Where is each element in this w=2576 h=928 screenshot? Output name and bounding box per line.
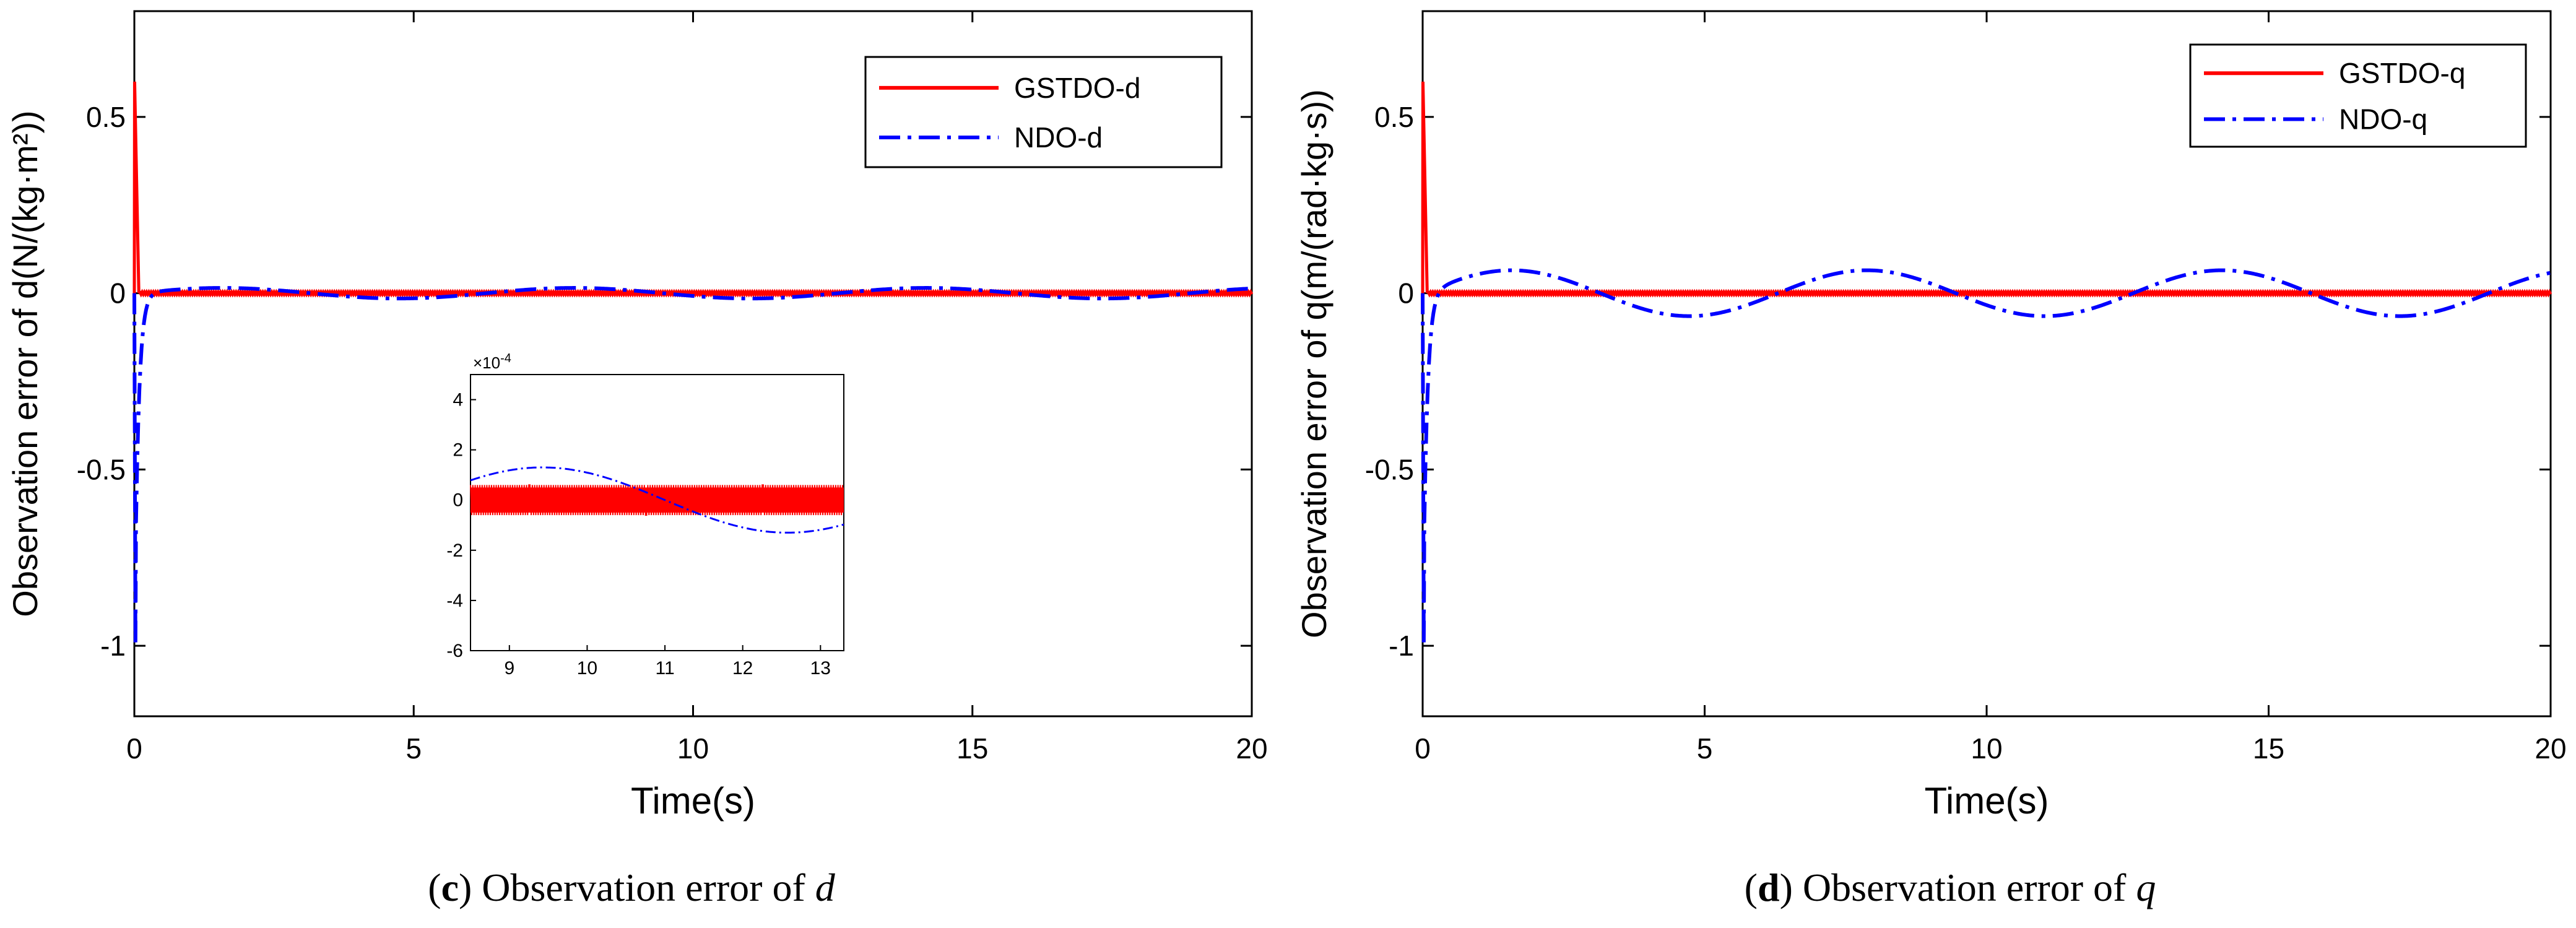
legend-label-ndo: NDO-q (2339, 103, 2427, 135)
x-tick-label: 20 (1236, 732, 1267, 765)
x-tick-label: 0 (1415, 732, 1431, 765)
inset-exponent-power: -4 (500, 352, 511, 365)
x-tick-label: 15 (2253, 732, 2284, 765)
caption-letter: c (441, 865, 459, 909)
legend-label-gstdo: GSTDO-d (1014, 72, 1140, 104)
inset-y-tick-label: -6 (446, 641, 463, 661)
inset-y-tick-label: 2 (453, 440, 463, 461)
y-tick-label: 0 (110, 277, 126, 310)
inset-series-gstdo-line (470, 484, 844, 516)
y-tick-label: 0.5 (86, 101, 126, 133)
series-ndo-line (1421, 268, 2551, 646)
inset-y-tick-label: -4 (446, 591, 463, 611)
caption-paren-open: ( (1745, 865, 1758, 909)
panel-d: 0 5 10 15 20 -1 -0.5 0 0.5 Time(s) Observation err… (1295, 10, 2567, 909)
inset-x-tick-label: 13 (810, 658, 831, 679)
inset-x-tick-label: 12 (732, 658, 753, 679)
x-tick-label: 10 (677, 732, 709, 765)
x-tick-label: 20 (2535, 732, 2566, 765)
caption: (c) Observation error of d (428, 865, 836, 909)
caption-letter: d (1758, 865, 1780, 909)
legend-label-gstdo: GSTDO-q (2339, 57, 2465, 89)
y-tick-label: -0.5 (1365, 453, 1414, 485)
x-tick-label: 5 (1697, 732, 1713, 765)
caption-variable: q (2136, 865, 2156, 909)
caption-variable: d (815, 865, 836, 909)
x-axis-label: Time(s) (1924, 780, 2049, 822)
x-axis-label: Time(s) (631, 780, 755, 822)
y-tick-label: -0.5 (77, 453, 126, 485)
y-axis-label: Observation error of d(N/(kg·m²)) (6, 110, 45, 617)
x-tick-label: 15 (956, 732, 988, 765)
inset-y-tick-label: 4 (453, 390, 463, 410)
y-axis-label: Observation error of q(m/(rad·kg·s)) (1295, 89, 1334, 638)
y-tick-label: 0.5 (1374, 101, 1414, 133)
series-ndo-line (132, 286, 1252, 646)
inset-exponent: ×10-4 (473, 352, 511, 372)
inset-exponent-base: ×10 (473, 353, 500, 372)
inset-y-tick-label: 0 (453, 490, 463, 511)
y-tick-label: 0 (1398, 277, 1414, 310)
inset-series-ndo-line (470, 466, 844, 534)
caption-paren-open: ( (428, 865, 441, 909)
series-gstdo-line (1421, 81, 2552, 298)
legend-label-ndo: NDO-d (1014, 121, 1103, 154)
x-tick-label: 10 (1971, 732, 2002, 765)
x-tick-label: 0 (126, 732, 142, 765)
inset-x-tick-label: 10 (577, 658, 597, 679)
y-tick-label: -1 (100, 630, 126, 662)
caption-text: Observation error of (1793, 865, 2136, 909)
caption-paren-close: ) (459, 865, 472, 909)
caption-text: Observation error of (472, 865, 815, 909)
legend-box (864, 56, 1223, 168)
inset-x-tick-label: 11 (655, 658, 674, 679)
x-tick-label: 5 (405, 732, 422, 765)
inset-x-tick-label: 9 (504, 658, 514, 679)
caption: (d) Observation error of q (1745, 865, 2156, 909)
y-tick-label: -1 (1389, 630, 1414, 662)
caption-paren-close: ) (1780, 865, 1793, 909)
legend-box (2189, 43, 2527, 148)
inset-y-tick-label: -2 (446, 540, 463, 561)
